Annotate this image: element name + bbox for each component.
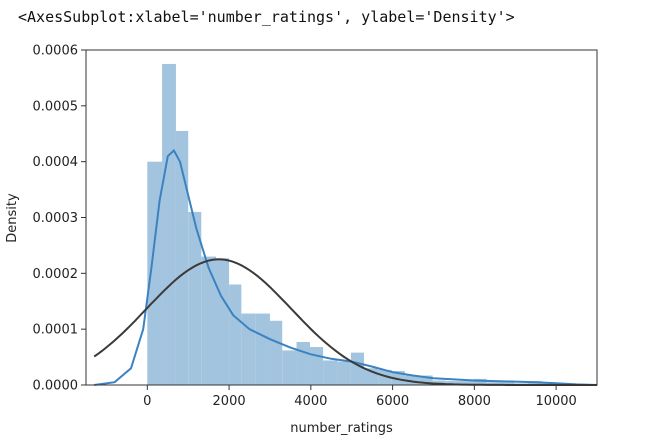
hist-bar-13 bbox=[323, 360, 338, 385]
hist-bar-6 bbox=[229, 284, 242, 385]
hist-bar-26 bbox=[500, 382, 515, 385]
hist-bar-12 bbox=[310, 347, 324, 385]
output-repr: <AxesSubplot:xlabel='number_ratings', yl… bbox=[18, 8, 515, 26]
hist-bar-23 bbox=[460, 381, 474, 385]
hist-bar-9 bbox=[269, 320, 283, 385]
x-tick-label: 4000 bbox=[294, 394, 327, 409]
y-tick-label: 0.0001 bbox=[33, 323, 79, 338]
hist-bar-4 bbox=[201, 256, 216, 385]
hist-bar-11 bbox=[296, 342, 311, 385]
y-tick-label: 0.0002 bbox=[33, 267, 79, 282]
y-axis: 0.0000 0.0001 0.0002 0.0003 0.0004 0.0005 0.00… bbox=[33, 44, 86, 394]
x-tick-label: 10000 bbox=[535, 394, 576, 409]
y-tick-label: 0.0005 bbox=[33, 99, 79, 114]
x-axis: 0 2000 4000 6000 8000 10000 bbox=[143, 385, 577, 409]
hist-bar-20 bbox=[419, 375, 433, 385]
hist-bar-24 bbox=[473, 378, 487, 385]
hist-bar-21 bbox=[432, 380, 446, 385]
x-axis-label: number_ratings bbox=[290, 421, 393, 436]
hist-bar-15 bbox=[350, 352, 364, 385]
hist-bar-25 bbox=[486, 382, 501, 385]
y-tick-label: 0.0004 bbox=[33, 155, 79, 170]
x-tick-label: 8000 bbox=[458, 394, 491, 409]
y-tick-label: 0.0006 bbox=[33, 44, 79, 59]
hist-bar-17 bbox=[378, 369, 392, 385]
kde-curve bbox=[94, 148, 598, 386]
hist-bar-8 bbox=[255, 313, 270, 385]
x-tick-label: 2000 bbox=[213, 394, 246, 409]
hist-bar-5 bbox=[215, 258, 230, 385]
x-tick-label: 6000 bbox=[376, 394, 409, 409]
hist-bar-10 bbox=[282, 350, 297, 385]
x-tick-label: 0 bbox=[143, 394, 151, 409]
hist-bar-1 bbox=[162, 63, 176, 385]
y-axis-label: Density bbox=[5, 193, 20, 243]
hist-bar-14 bbox=[337, 361, 351, 385]
hist-bar-2 bbox=[175, 130, 189, 385]
hist-bar-19 bbox=[404, 375, 420, 385]
y-tick-label: 0.0003 bbox=[33, 211, 79, 226]
hist-bar-3 bbox=[188, 211, 202, 385]
histogram-bars bbox=[147, 63, 556, 385]
hist-bar-22 bbox=[445, 381, 461, 385]
y-tick-label: 0.0000 bbox=[33, 379, 79, 394]
